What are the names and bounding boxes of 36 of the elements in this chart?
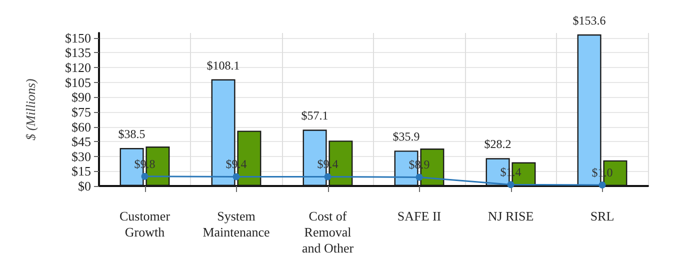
data-label: $28.2	[484, 137, 512, 152]
data-label: $153.6	[572, 13, 606, 28]
point	[232, 173, 240, 180]
x-tick-label: Cost of Removal and Other	[302, 208, 354, 256]
x-tick-label: NJ RISE	[488, 208, 534, 224]
x-tick-label: SAFE II	[397, 208, 442, 224]
data-label: $57.1	[301, 108, 328, 123]
y-tick-label: $120	[65, 60, 91, 76]
y-tick-label: $135	[65, 45, 91, 60]
x-tick-label: Customer Growth	[119, 208, 171, 240]
y-axis-title: $ (Millions)	[23, 78, 38, 140]
point	[416, 174, 423, 181]
point	[507, 181, 514, 188]
x-tick-label: SRL	[590, 208, 614, 224]
data-label: $108.1	[206, 58, 240, 72]
data-label: $35.9	[392, 130, 420, 144]
point	[598, 182, 606, 189]
y-tick-label: $60	[72, 119, 91, 134]
y-tick-label: $75	[72, 104, 91, 120]
x-tick-label: System Maintenance	[202, 208, 270, 240]
data-label: $9.4	[226, 157, 247, 172]
data-label: $1.4	[500, 165, 522, 180]
y-tick-label: $90	[72, 90, 91, 105]
data-label: $9.4	[317, 157, 338, 172]
y-tick-label: $105	[65, 74, 91, 90]
y-tick-label: $30	[72, 148, 91, 164]
y-tick-label: $150	[65, 30, 91, 46]
y-tick-label: $15	[72, 164, 91, 179]
y-tick-label: $45	[72, 134, 91, 150]
y-tick-label: $0	[78, 178, 91, 194]
data-label: $1.0	[592, 166, 613, 180]
data-label: $9.8	[134, 156, 156, 171]
data-label: $8.9	[408, 158, 430, 172]
data-label: $38.5	[118, 126, 146, 141]
point	[141, 172, 148, 180]
point	[324, 173, 332, 180]
